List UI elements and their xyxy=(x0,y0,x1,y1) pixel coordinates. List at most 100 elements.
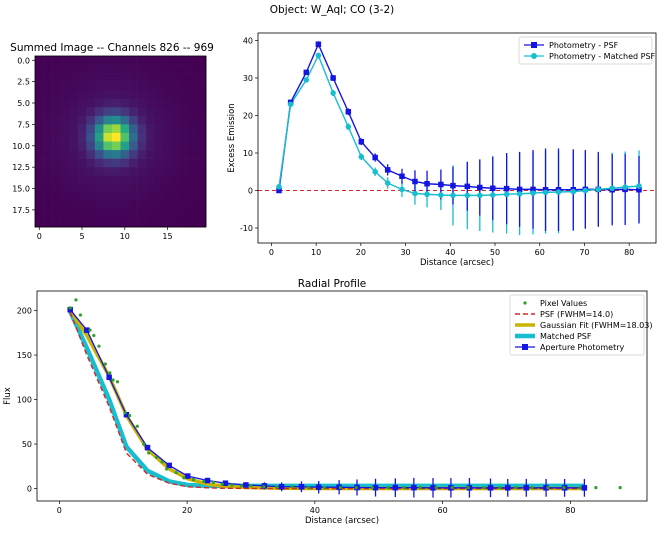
heatmap-cell xyxy=(94,192,104,202)
heatmap-cell xyxy=(60,150,70,159)
aperture-photometry-marker xyxy=(392,484,399,491)
heatmap-cell xyxy=(180,192,190,202)
heatmap-x-tick-label: 10 xyxy=(120,232,130,241)
aperture-photometry-marker xyxy=(243,482,249,488)
heatmap-y-tick-label: 10.0 xyxy=(12,142,30,151)
heatmap-cell xyxy=(77,124,87,134)
heatmap-cell xyxy=(86,158,96,168)
heatmap-cell xyxy=(171,98,181,108)
heatmap-cell xyxy=(35,150,44,159)
heatmap-cell xyxy=(154,158,164,168)
matched-psf-marker xyxy=(595,186,602,193)
pixel-value-point xyxy=(466,486,470,490)
heatmap-cell xyxy=(94,124,104,134)
heatmap-cell xyxy=(43,73,53,82)
heatmap-cell xyxy=(171,150,181,159)
x-tick-label: 0 xyxy=(269,248,274,257)
aperture-photometry-marker xyxy=(166,462,172,469)
pixel-value-point xyxy=(239,484,243,488)
heatmap-cell xyxy=(86,90,96,100)
heatmap-cell xyxy=(111,167,121,176)
heatmap-cell xyxy=(111,124,121,134)
heatmap-cell xyxy=(77,192,87,202)
photometry-psf-marker xyxy=(464,183,471,190)
heatmap-ticks: 0 5 10 15 0.0 2.5 5.0 7.5 10.0 12.5 15.0 17.5 xyxy=(12,56,172,241)
heatmap-cell xyxy=(129,209,138,219)
heatmap-cell xyxy=(77,90,87,100)
heatmap-cell xyxy=(43,90,53,100)
legend-label: Pixel Values xyxy=(540,299,587,308)
heatmap-cell xyxy=(120,90,130,100)
pixel-value-point xyxy=(123,411,127,415)
pixel-value-point xyxy=(160,460,164,464)
heatmap-cell xyxy=(69,56,79,65)
heatmap-cell xyxy=(197,115,207,125)
heatmap-cell xyxy=(197,81,207,91)
heatmap-cell xyxy=(60,98,70,108)
heatmap-cell xyxy=(120,158,130,168)
heatmap-cell xyxy=(52,218,61,228)
aperture-photometry-marker xyxy=(543,485,549,491)
heatmap-cell xyxy=(163,150,173,159)
heatmap-cell xyxy=(137,167,147,176)
heatmap-cell xyxy=(69,107,79,117)
heatmap-cell xyxy=(137,81,147,91)
heatmap-cell xyxy=(120,132,130,142)
heatmap-cell xyxy=(94,141,104,151)
matched-psf-marker xyxy=(542,189,549,196)
y-axis-label: Excess Emission xyxy=(227,103,237,173)
heatmap-cell xyxy=(60,73,70,82)
legend-label: Aperture Photometry xyxy=(540,343,625,352)
heatmap-x-tick-label: 0 xyxy=(37,232,42,241)
legend-label: Matched PSF xyxy=(540,332,592,341)
heatmap-cell xyxy=(43,150,53,159)
heatmap-cell xyxy=(180,73,190,82)
heatmap-cell xyxy=(154,124,164,134)
plot-frame xyxy=(36,290,648,502)
heatmap-cell xyxy=(129,73,138,82)
heatmap-cell xyxy=(154,132,164,142)
pixel-value-point xyxy=(618,486,622,490)
heatmap-cell xyxy=(197,73,207,82)
heatmap-cell xyxy=(86,81,96,91)
heatmap-cell xyxy=(69,90,79,100)
heatmap-cell xyxy=(103,64,113,74)
matched-psf-marker xyxy=(477,192,483,199)
heatmap-cell xyxy=(129,90,138,100)
heatmap-cell xyxy=(69,115,79,125)
heatmap-cell xyxy=(197,218,207,228)
x-axis-label: Distance (arcsec) xyxy=(420,258,494,268)
heatmap-cell xyxy=(35,141,44,151)
heatmap-cell xyxy=(163,132,173,142)
heatmap-cell xyxy=(163,209,173,219)
heatmap-cell xyxy=(163,73,173,82)
aperture-photometry-marker xyxy=(487,485,494,491)
heatmap-cell xyxy=(103,192,113,202)
y-tick-label: 100 xyxy=(17,396,32,405)
heatmap-y-tick-label: 7.5 xyxy=(17,120,30,129)
matched-psf-marker xyxy=(399,186,405,193)
heatmap-cell xyxy=(180,209,190,219)
heatmap-cell xyxy=(52,124,61,134)
heatmap-cell xyxy=(163,175,173,185)
heatmap-cell xyxy=(154,167,164,176)
heatmap-cell xyxy=(188,81,198,91)
heatmap-cell xyxy=(171,184,181,194)
heatmap-cell xyxy=(52,132,61,142)
aperture-photometry-marker xyxy=(372,484,379,491)
pixel-value-point xyxy=(92,333,96,338)
heatmap-cell xyxy=(171,132,181,142)
aperture-photometry-marker xyxy=(144,444,151,451)
matched-psf-marker xyxy=(636,183,642,189)
heatmap-cell xyxy=(35,218,44,228)
heatmap-cell xyxy=(103,98,113,108)
heatmap-cell xyxy=(180,56,190,65)
heatmap-cell xyxy=(103,209,113,219)
heatmap-cell xyxy=(60,64,70,74)
heatmap-cell xyxy=(163,158,173,168)
aperture-photometry-marker xyxy=(278,484,285,490)
heatmap-cell xyxy=(129,132,138,142)
heatmap-cell xyxy=(103,184,113,194)
heatmap-cell xyxy=(60,184,70,194)
photometry-psf-marker xyxy=(490,185,496,191)
